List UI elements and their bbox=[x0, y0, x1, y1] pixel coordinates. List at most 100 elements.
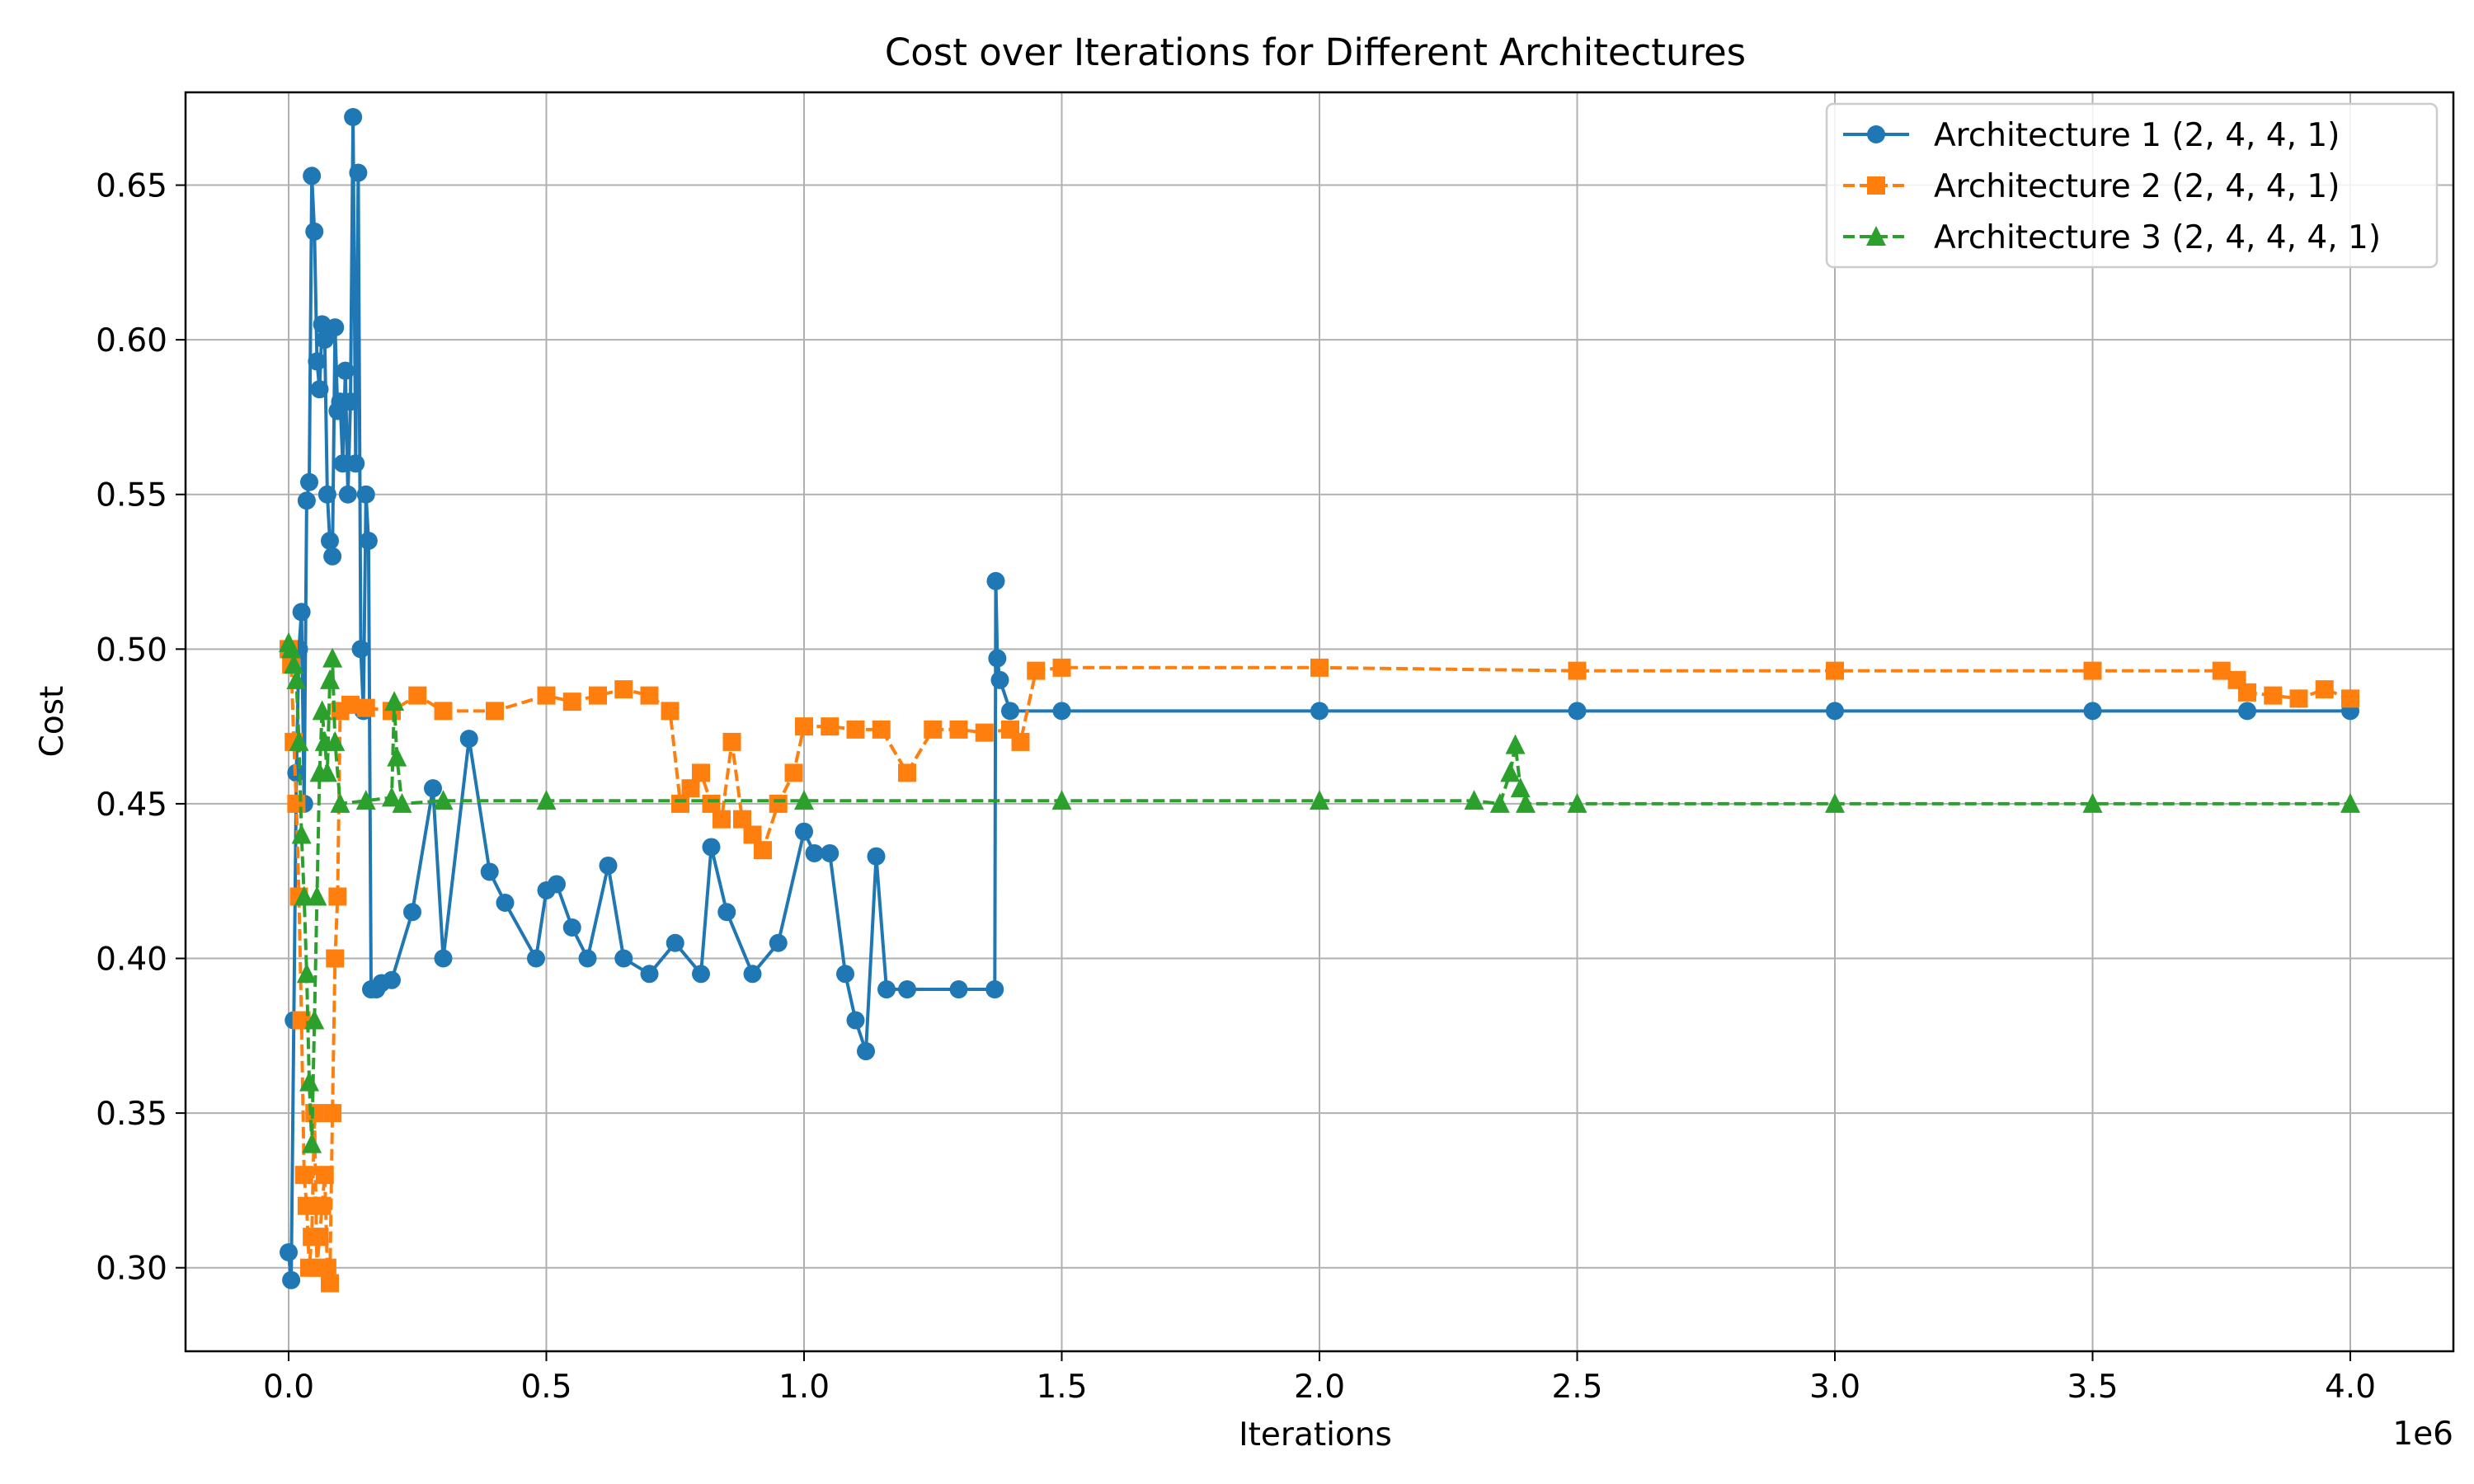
data-point bbox=[308, 352, 327, 371]
data-point bbox=[336, 361, 355, 380]
data-point bbox=[312, 700, 332, 721]
data-point bbox=[640, 965, 659, 984]
x-tick-label: 1.5 bbox=[1036, 1369, 1087, 1406]
data-point bbox=[1567, 792, 1587, 813]
data-point bbox=[310, 380, 329, 399]
data-point bbox=[1310, 790, 1329, 810]
data-point bbox=[307, 885, 327, 906]
legend-entry-1: Architecture 1 (2, 4, 4, 1) bbox=[1843, 117, 2340, 154]
chart-title: Cost over Iterations for Different Archi… bbox=[885, 31, 1746, 74]
data-point bbox=[408, 686, 427, 705]
data-point bbox=[315, 331, 334, 350]
data-point bbox=[296, 963, 317, 984]
data-point bbox=[872, 720, 891, 739]
data-point bbox=[1052, 702, 1071, 721]
y-tick-label: 0.35 bbox=[96, 1096, 167, 1133]
data-point bbox=[1310, 658, 1329, 677]
data-point bbox=[1027, 661, 1046, 680]
data-point bbox=[310, 1228, 329, 1247]
data-point bbox=[1510, 777, 1531, 798]
x-tick-label: 1.0 bbox=[778, 1369, 830, 1406]
data-point bbox=[2289, 689, 2308, 708]
data-point bbox=[1001, 702, 1019, 721]
data-point bbox=[2315, 680, 2334, 699]
legend-marker-1 bbox=[1867, 125, 1885, 143]
data-point bbox=[333, 454, 352, 473]
data-point bbox=[387, 746, 407, 767]
data-point bbox=[681, 779, 700, 798]
data-point bbox=[287, 794, 306, 813]
data-point bbox=[317, 485, 336, 504]
data-point bbox=[988, 649, 1007, 668]
legend-label-1: Architecture 1 (2, 4, 4, 1) bbox=[1934, 117, 2340, 154]
data-point bbox=[434, 949, 453, 968]
data-point bbox=[924, 720, 943, 739]
legend-label-3: Architecture 3 (2, 4, 4, 4, 1) bbox=[1934, 219, 2381, 256]
data-point bbox=[769, 794, 788, 813]
y-tick-label: 0.65 bbox=[96, 168, 167, 205]
data-point bbox=[323, 1104, 342, 1123]
data-point bbox=[1568, 702, 1587, 721]
data-point bbox=[284, 654, 304, 674]
data-point bbox=[536, 790, 557, 810]
data-point bbox=[356, 485, 375, 504]
data-point bbox=[2083, 702, 2102, 721]
data-point bbox=[692, 763, 710, 782]
data-point bbox=[344, 108, 363, 127]
data-point bbox=[297, 491, 316, 510]
legend: Architecture 1 (2, 4, 4, 1) Architecture… bbox=[1825, 102, 2439, 269]
data-point bbox=[821, 717, 840, 736]
data-point bbox=[949, 720, 968, 739]
data-point bbox=[323, 547, 342, 566]
data-point bbox=[614, 680, 633, 699]
legend-box bbox=[1825, 102, 2439, 269]
data-point bbox=[692, 965, 710, 984]
data-point bbox=[795, 822, 813, 841]
x-tick-label: 2.5 bbox=[1551, 1369, 1602, 1406]
data-point bbox=[330, 792, 350, 813]
data-point bbox=[548, 875, 566, 894]
data-point bbox=[480, 862, 499, 881]
data-point bbox=[286, 669, 307, 689]
data-point bbox=[1826, 702, 1844, 721]
data-point bbox=[562, 918, 581, 937]
data-point bbox=[1489, 792, 1510, 813]
data-point bbox=[313, 1196, 332, 1215]
data-point bbox=[1464, 790, 1484, 810]
data-point bbox=[356, 698, 375, 717]
data-point bbox=[702, 794, 721, 813]
data-point bbox=[496, 893, 515, 912]
x-axis-label: Iterations bbox=[1239, 1416, 1392, 1453]
data-point bbox=[1826, 661, 1844, 680]
data-point bbox=[846, 1011, 865, 1030]
data-point bbox=[299, 1071, 319, 1092]
data-point bbox=[326, 949, 345, 968]
data-point bbox=[289, 730, 309, 751]
data-point bbox=[784, 763, 803, 782]
data-point bbox=[975, 723, 994, 742]
data-point bbox=[949, 980, 968, 999]
data-point bbox=[294, 1166, 313, 1185]
data-point bbox=[338, 485, 357, 504]
data-point bbox=[382, 787, 402, 807]
data-point bbox=[589, 686, 607, 705]
data-point bbox=[1825, 792, 1845, 813]
data-point bbox=[346, 454, 365, 473]
legend-marker-2 bbox=[1867, 176, 1885, 195]
x-tick-label: 3.0 bbox=[1809, 1369, 1860, 1406]
data-point bbox=[754, 841, 772, 860]
data-point bbox=[1310, 702, 1329, 721]
series-1 bbox=[280, 108, 2359, 1289]
data-point bbox=[2082, 792, 2103, 813]
data-point bbox=[537, 686, 556, 705]
data-point bbox=[562, 693, 581, 711]
y-tick-label: 0.30 bbox=[96, 1251, 167, 1288]
data-point bbox=[280, 1242, 298, 1261]
data-point bbox=[341, 695, 360, 714]
data-point bbox=[317, 762, 337, 782]
data-point bbox=[898, 763, 916, 782]
legend-label-2: Architecture 2 (2, 4, 4, 1) bbox=[1934, 168, 2340, 205]
data-point bbox=[836, 965, 854, 984]
data-point bbox=[359, 532, 378, 551]
data-point bbox=[315, 1166, 334, 1185]
